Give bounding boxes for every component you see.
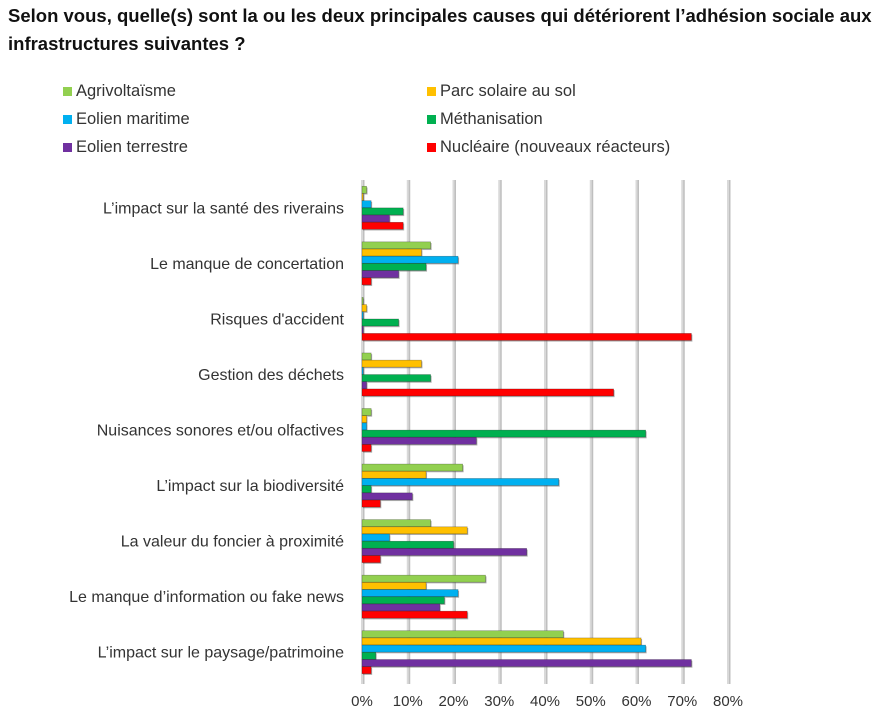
bar: [361, 193, 364, 201]
legend-swatch: [63, 114, 72, 124]
bar: [361, 444, 372, 452]
legend-label: Agrivoltaïsme: [76, 81, 176, 100]
bar: [361, 637, 642, 646]
bar: [361, 297, 364, 305]
bar: [361, 478, 560, 486]
bar: [361, 185, 367, 194]
legend-label: Parc solaire au sol: [440, 81, 576, 100]
bar: [361, 415, 367, 424]
legend-item: Eolien terrestre: [63, 137, 188, 157]
bar: [361, 200, 372, 208]
bar: [361, 589, 459, 597]
bar: [361, 255, 459, 264]
bar: [361, 381, 367, 390]
bar: [361, 248, 422, 257]
x-tick-label: 0%: [351, 693, 373, 710]
bar: [361, 463, 463, 472]
bar: [361, 207, 404, 216]
category-label: Gestion des déchets: [198, 367, 344, 384]
x-tick-label: 20%: [438, 693, 468, 710]
bar: [361, 603, 441, 612]
bar: [361, 388, 614, 397]
bar: [361, 214, 390, 223]
bar: [361, 485, 372, 493]
legend-label: Méthanisation: [440, 109, 543, 128]
category-label: Le manque d’information ou fake news: [69, 589, 344, 606]
bar: [361, 526, 468, 535]
x-tick-label: 10%: [393, 693, 423, 710]
bar: [361, 422, 367, 431]
bar: [361, 359, 422, 368]
bar: [361, 540, 454, 549]
bar: [361, 325, 364, 334]
bar: [361, 352, 372, 361]
category-label: Risques d'accident: [210, 311, 344, 328]
bar: [361, 277, 372, 286]
bar: [361, 408, 372, 416]
bar-shadow: [363, 298, 365, 306]
x-tick-label: 80%: [713, 693, 743, 710]
chart-title: Selon vous, quelle(s) sont la ou les deu…: [8, 5, 872, 54]
bar: [361, 644, 646, 653]
bar: [361, 270, 399, 278]
bar: [361, 555, 381, 563]
bar: [361, 582, 427, 590]
legend-label: Eolien maritime: [76, 109, 190, 128]
category-label: La valeur du foncier à proximité: [121, 534, 344, 551]
bar: [361, 533, 390, 542]
bar-shadow: [363, 194, 365, 202]
bar: [361, 492, 413, 501]
legend-item: Parc solaire au sol: [427, 81, 576, 101]
bar: [361, 318, 399, 327]
bar: [361, 548, 527, 556]
bar: [361, 630, 564, 639]
category-label: Le manque de concertation: [150, 256, 344, 273]
bar: [361, 470, 427, 479]
bar: [361, 519, 431, 527]
bar-shadow: [363, 368, 365, 376]
legend-label: Eolien terrestre: [76, 137, 188, 156]
legend-item: Nucléaire (nouveaux réacteurs): [427, 137, 670, 157]
legend-swatch: [63, 86, 72, 96]
legend-item: Agrivoltaïsme: [63, 81, 176, 101]
category-label: L’impact sur la biodiversité: [156, 478, 344, 495]
bar: [361, 367, 364, 375]
bar-shadow: [363, 327, 365, 335]
category-label: L’impact sur la santé des riverains: [103, 200, 344, 217]
legend-swatch: [427, 86, 436, 96]
bar: [361, 596, 445, 605]
x-tick-label: 60%: [621, 693, 651, 710]
bar: [361, 263, 427, 271]
bar: [361, 304, 367, 312]
bar: [361, 221, 404, 230]
x-tick-label: 40%: [530, 693, 560, 710]
legend-item: Méthanisation: [427, 109, 543, 129]
legend-label: Nucléaire (nouveaux réacteurs): [440, 137, 671, 156]
legend-swatch: [427, 114, 436, 124]
category-label: L’impact sur le paysage/patrimoine: [98, 645, 344, 662]
bar: [361, 610, 468, 619]
bar: [361, 499, 381, 508]
bar: [361, 429, 646, 438]
bar: [361, 659, 692, 667]
x-tick-label: 50%: [576, 693, 606, 710]
bar-shadow: [363, 312, 365, 320]
legend-item: Eolien maritime: [63, 109, 190, 129]
bar: [361, 311, 364, 320]
bar: [361, 666, 372, 675]
legend-swatch: [427, 142, 436, 152]
bar: [361, 333, 692, 341]
category-label: Nuisances sonores et/ou olfactives: [97, 423, 344, 440]
legend-swatch: [63, 142, 72, 152]
bar: [361, 241, 431, 250]
bar: [361, 436, 477, 445]
x-tick-label: 70%: [667, 693, 697, 710]
bar: [361, 374, 431, 382]
bar: [361, 652, 377, 660]
bar: [361, 574, 486, 583]
x-tick-label: 30%: [484, 693, 514, 710]
